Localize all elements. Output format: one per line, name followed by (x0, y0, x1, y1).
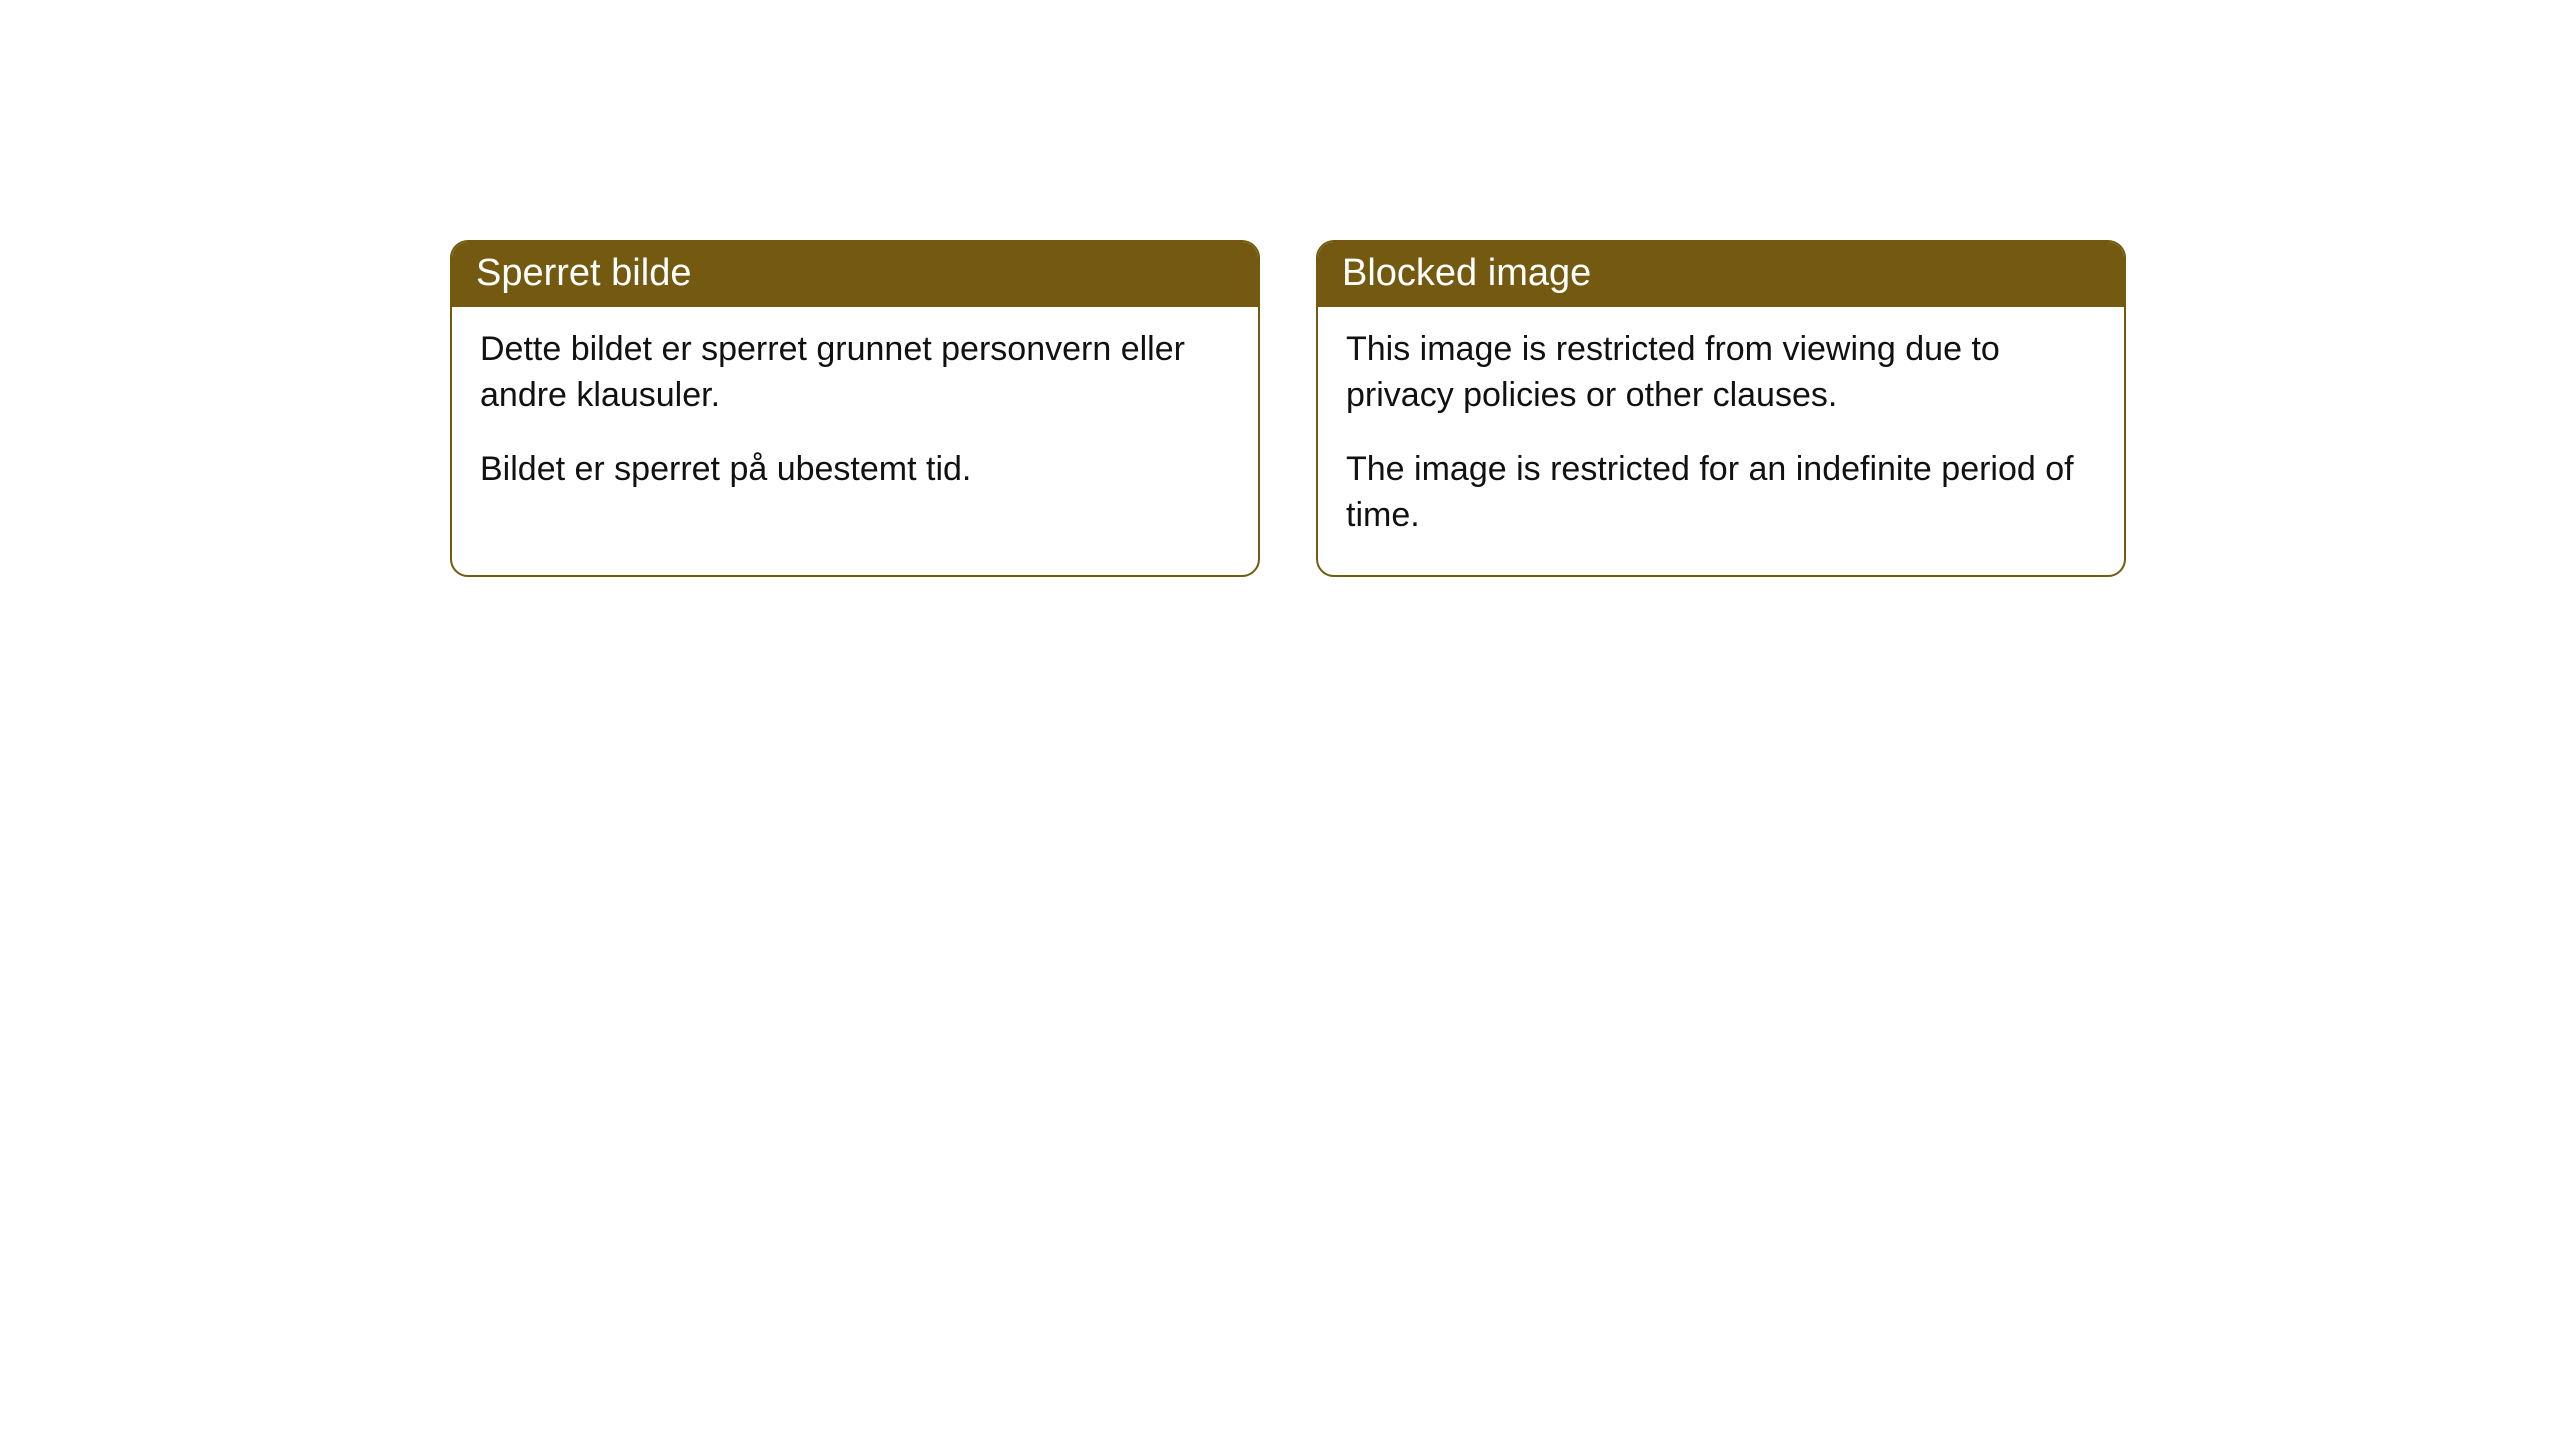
card-header-norwegian: Sperret bilde (452, 242, 1258, 307)
blocked-image-card-norwegian: Sperret bilde Dette bildet er sperret gr… (450, 240, 1260, 577)
card-body-english: This image is restricted from viewing du… (1318, 307, 2124, 575)
blocked-image-card-english: Blocked image This image is restricted f… (1316, 240, 2126, 577)
card-paragraph-2-english: The image is restricted for an indefinit… (1346, 447, 2096, 539)
card-paragraph-2-norwegian: Bildet er sperret på ubestemt tid. (480, 447, 1230, 493)
card-header-english: Blocked image (1318, 242, 2124, 307)
card-paragraph-1-english: This image is restricted from viewing du… (1346, 327, 2096, 419)
card-paragraph-1-norwegian: Dette bildet er sperret grunnet personve… (480, 327, 1230, 419)
notice-cards-container: Sperret bilde Dette bildet er sperret gr… (450, 240, 2126, 577)
card-body-norwegian: Dette bildet er sperret grunnet personve… (452, 307, 1258, 529)
